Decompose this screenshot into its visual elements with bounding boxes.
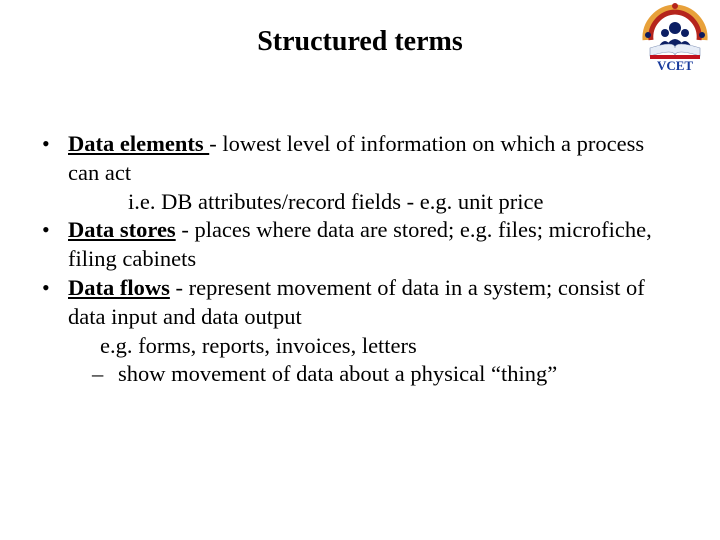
bullet-list: Data elements - lowest level of informat… <box>40 130 680 389</box>
term: Data flows <box>68 275 170 300</box>
list-item: Data elements - lowest level of informat… <box>40 130 680 216</box>
slide-title: Structured terms <box>0 26 720 58</box>
dash-text: show movement of data about a physical “… <box>118 361 557 386</box>
term: Data stores <box>68 217 176 242</box>
list-item: Data stores - places where data are stor… <box>40 216 680 274</box>
dash-icon: – <box>92 360 103 389</box>
vcet-logo-icon: VCET <box>636 2 714 74</box>
list-item: Data flows - represent movement of data … <box>40 274 680 389</box>
slide: Structured terms VCET Data elements - lo… <box>0 0 720 540</box>
logo-text: VCET <box>657 58 693 73</box>
slide-body: Data elements - lowest level of informat… <box>40 130 680 389</box>
sub-line: i.e. DB attributes/record fields - e.g. … <box>68 188 680 217</box>
sub-line: e.g. forms, reports, invoices, letters <box>68 332 680 361</box>
dash-line: – show movement of data about a physical… <box>68 360 680 389</box>
term: Data elements <box>68 131 209 156</box>
